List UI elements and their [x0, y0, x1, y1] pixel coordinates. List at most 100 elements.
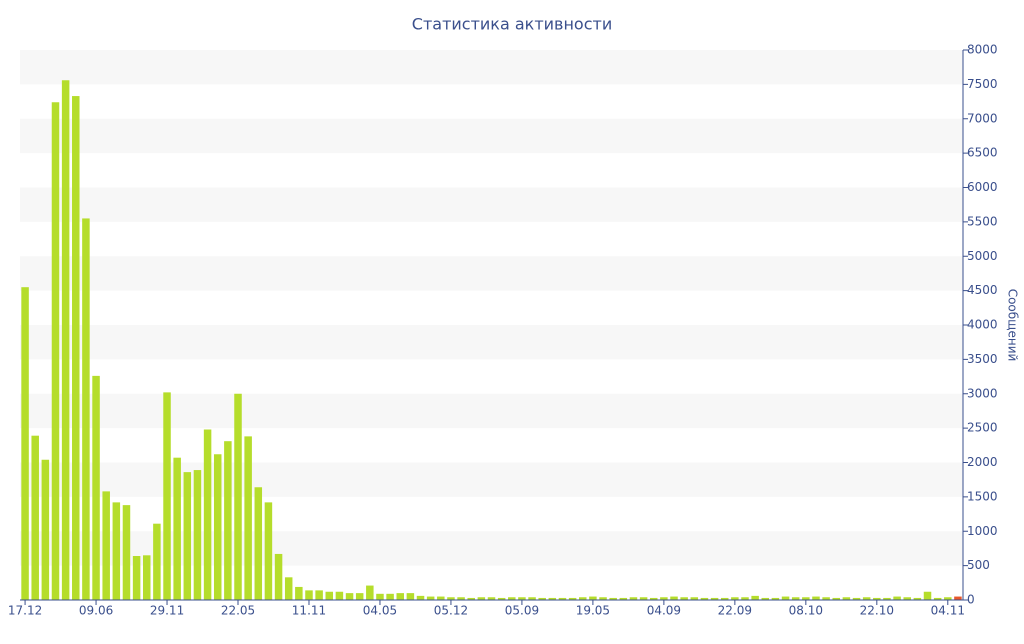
bar [163, 392, 171, 600]
bar [396, 593, 404, 600]
bar [477, 597, 486, 600]
bar [629, 597, 638, 600]
bar [518, 597, 526, 600]
bar [203, 429, 212, 600]
bar [944, 597, 952, 600]
y-tick-label: 1000 [967, 524, 998, 538]
bar [741, 597, 749, 600]
y-tick-label: 0 [967, 593, 975, 607]
y-tick-label: 2000 [967, 455, 998, 469]
x-tick-label: 29.11 [150, 604, 184, 618]
bar [852, 597, 861, 600]
grid-band [20, 118, 963, 154]
grid [20, 50, 963, 566]
bar [731, 597, 739, 600]
bar [751, 595, 759, 600]
bar [873, 597, 881, 600]
bar [244, 436, 252, 600]
y-tick-label: 4000 [967, 318, 998, 332]
bar [345, 593, 354, 600]
bar [680, 597, 688, 600]
bar [781, 596, 790, 600]
bar [649, 597, 658, 600]
bar [284, 577, 293, 600]
y-tick-label: 7500 [967, 77, 998, 91]
bar [923, 591, 932, 600]
grid-band [20, 325, 963, 360]
bar [497, 597, 506, 600]
x-tick-label: 05.09 [505, 604, 539, 618]
y-tick-label: 1500 [967, 489, 998, 503]
bar [183, 472, 192, 600]
bar [213, 454, 222, 600]
x-tick-label: 05.12 [434, 604, 468, 618]
bar [112, 502, 121, 600]
bar [579, 597, 587, 600]
x-tick-label: 22.09 [718, 604, 752, 618]
bar [376, 593, 384, 600]
bar [913, 597, 922, 600]
bar [335, 591, 344, 600]
bar [568, 597, 577, 600]
bar [883, 597, 891, 600]
chart-title: Статистика активности [412, 15, 612, 34]
bar [426, 596, 435, 600]
y-tick-label: 500 [967, 558, 990, 572]
bar [274, 553, 283, 600]
bar [609, 597, 617, 600]
bar [487, 597, 496, 600]
bar [51, 102, 60, 600]
bar [771, 597, 780, 600]
bar [355, 593, 364, 600]
y-tick-label: 6500 [967, 146, 998, 160]
bar [447, 597, 455, 600]
y-tick-label: 3000 [967, 386, 998, 400]
bar [41, 459, 50, 600]
bar [538, 597, 546, 600]
bar [142, 555, 151, 600]
y-tick-label: 8000 [967, 43, 998, 57]
bar [315, 590, 323, 600]
bar [61, 80, 70, 600]
bar [21, 287, 29, 600]
y-tick-label: 3500 [967, 352, 998, 366]
bar [295, 586, 303, 600]
bar [670, 596, 678, 600]
bar [558, 597, 567, 600]
bar [92, 375, 100, 600]
y-tick-label: 7000 [967, 111, 998, 125]
y-tick-label: 6000 [967, 180, 998, 194]
bar [761, 597, 770, 600]
bar [386, 593, 394, 600]
bar [366, 585, 374, 600]
bar [254, 487, 263, 600]
x-tick-label: 17.12 [8, 604, 42, 618]
y-axis-label: Сообщений [1006, 289, 1020, 362]
grid-band [20, 187, 963, 222]
bar [457, 597, 465, 600]
bar [548, 597, 557, 600]
x-tick-label: 22.10 [860, 604, 894, 618]
bar [72, 96, 80, 600]
bar [416, 595, 425, 600]
bar [832, 597, 841, 600]
bar [406, 593, 415, 600]
x-tick-label: 04.09 [647, 604, 681, 618]
bar [264, 502, 273, 600]
x-tick-label: 04.11 [931, 604, 965, 618]
bar [224, 441, 232, 600]
grid-band [20, 256, 963, 291]
y-tick-label: 5500 [967, 214, 998, 228]
bar [528, 597, 536, 600]
bar [437, 596, 445, 600]
bar [822, 597, 830, 600]
x-tick-label: 11.11 [292, 604, 326, 618]
bar [720, 597, 729, 600]
bar [508, 597, 516, 600]
grid-band [20, 531, 963, 566]
bar [893, 596, 901, 600]
bar [842, 597, 851, 600]
x-tick-label: 19.05 [576, 604, 610, 618]
grid-band [20, 462, 963, 497]
